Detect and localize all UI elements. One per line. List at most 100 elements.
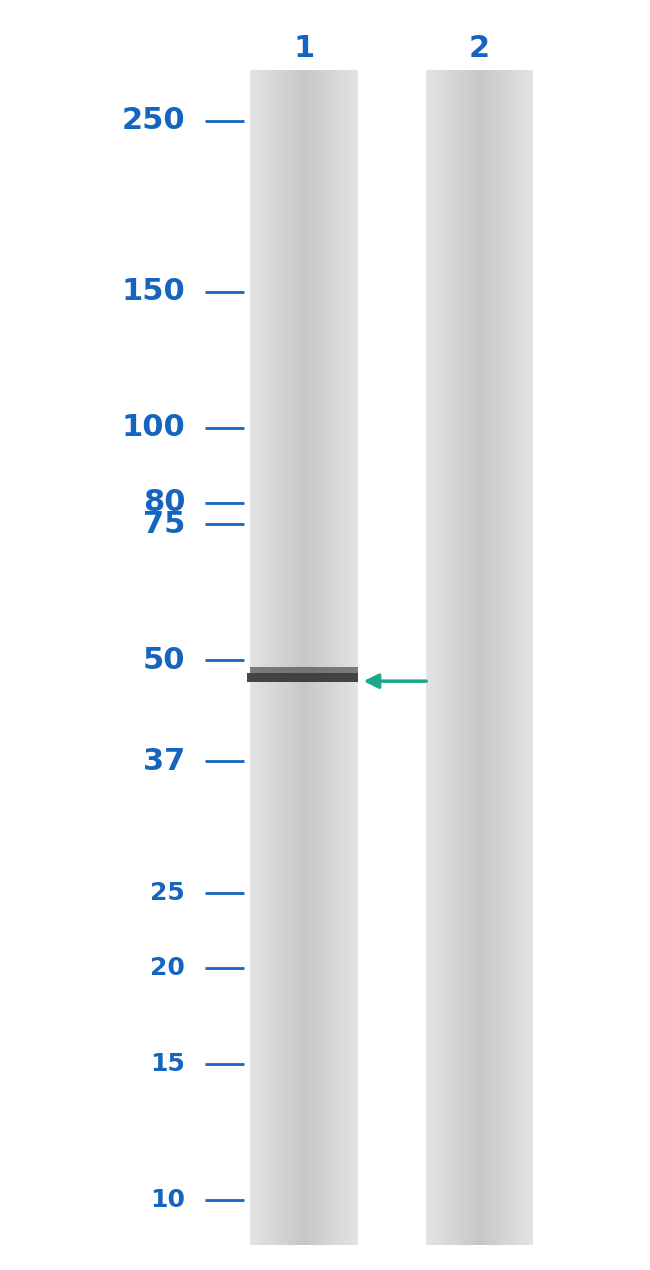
Bar xyxy=(280,70,281,1245)
Text: 25: 25 xyxy=(151,881,185,904)
Bar xyxy=(495,70,497,1245)
Bar xyxy=(458,70,459,1245)
Bar xyxy=(293,70,294,1245)
Bar xyxy=(351,70,352,1245)
Bar xyxy=(515,70,516,1245)
Bar xyxy=(499,70,500,1245)
Bar xyxy=(473,70,474,1245)
Bar xyxy=(500,70,501,1245)
Bar xyxy=(315,70,316,1245)
Bar xyxy=(431,70,432,1245)
Bar xyxy=(341,70,343,1245)
Bar xyxy=(268,70,270,1245)
Bar xyxy=(260,70,261,1245)
Bar xyxy=(513,70,514,1245)
Bar xyxy=(488,70,489,1245)
Bar xyxy=(266,70,267,1245)
Bar xyxy=(320,70,321,1245)
Bar xyxy=(323,70,324,1245)
Bar xyxy=(303,70,304,1245)
Bar xyxy=(325,70,326,1245)
Bar xyxy=(532,70,533,1245)
Bar xyxy=(477,70,478,1245)
Bar xyxy=(298,70,300,1245)
Bar xyxy=(463,70,464,1245)
Bar xyxy=(331,70,332,1245)
Bar xyxy=(512,70,513,1245)
Bar xyxy=(429,70,430,1245)
Bar xyxy=(490,70,491,1245)
Bar xyxy=(449,70,450,1245)
Bar xyxy=(300,70,301,1245)
Bar xyxy=(530,70,531,1245)
Text: 2: 2 xyxy=(469,34,490,62)
Text: 75: 75 xyxy=(143,511,185,538)
Bar xyxy=(523,70,525,1245)
Bar xyxy=(456,70,457,1245)
Bar xyxy=(443,70,444,1245)
Bar xyxy=(470,70,471,1245)
Bar xyxy=(356,70,358,1245)
Bar xyxy=(460,70,461,1245)
Bar xyxy=(337,70,338,1245)
Bar xyxy=(525,70,526,1245)
Bar xyxy=(498,70,499,1245)
Bar xyxy=(330,70,331,1245)
Bar xyxy=(437,70,439,1245)
Bar xyxy=(350,70,351,1245)
Text: 150: 150 xyxy=(122,277,185,306)
Bar xyxy=(336,70,337,1245)
Bar xyxy=(304,70,305,1245)
Bar xyxy=(353,70,354,1245)
Bar xyxy=(272,70,273,1245)
Bar xyxy=(334,70,335,1245)
Bar xyxy=(519,70,520,1245)
Bar xyxy=(354,70,356,1245)
Bar xyxy=(445,70,446,1245)
Bar xyxy=(444,70,445,1245)
Bar xyxy=(485,70,486,1245)
Bar xyxy=(335,70,336,1245)
Bar xyxy=(352,70,353,1245)
Bar xyxy=(339,70,341,1245)
Bar xyxy=(491,70,492,1245)
Bar xyxy=(500,70,502,1245)
Bar xyxy=(454,70,455,1245)
Text: 10: 10 xyxy=(150,1189,185,1212)
Bar xyxy=(432,70,434,1245)
Bar xyxy=(326,70,328,1245)
Bar xyxy=(508,70,510,1245)
Bar xyxy=(441,70,442,1245)
Bar xyxy=(531,70,532,1245)
Bar xyxy=(328,70,330,1245)
Bar xyxy=(465,70,467,1245)
Bar xyxy=(333,70,334,1245)
Bar xyxy=(514,70,515,1245)
Bar xyxy=(316,70,317,1245)
Bar xyxy=(505,70,506,1245)
Bar xyxy=(349,70,350,1245)
Bar xyxy=(301,70,302,1245)
Bar xyxy=(273,70,274,1245)
Bar xyxy=(457,70,458,1245)
Bar xyxy=(263,70,264,1245)
Bar xyxy=(517,70,518,1245)
Bar xyxy=(507,70,508,1245)
Bar xyxy=(309,70,310,1245)
Bar xyxy=(476,70,477,1245)
Bar xyxy=(308,70,309,1245)
Bar xyxy=(518,70,519,1245)
Bar xyxy=(502,70,503,1245)
Bar xyxy=(276,70,277,1245)
Bar xyxy=(318,70,319,1245)
Bar xyxy=(311,70,313,1245)
Bar xyxy=(289,70,290,1245)
Bar xyxy=(427,70,428,1245)
Text: 80: 80 xyxy=(143,488,185,517)
Bar xyxy=(504,70,505,1245)
Bar xyxy=(281,70,282,1245)
Bar xyxy=(526,70,528,1245)
Bar xyxy=(493,70,495,1245)
Bar xyxy=(295,70,296,1245)
Bar xyxy=(257,70,258,1245)
